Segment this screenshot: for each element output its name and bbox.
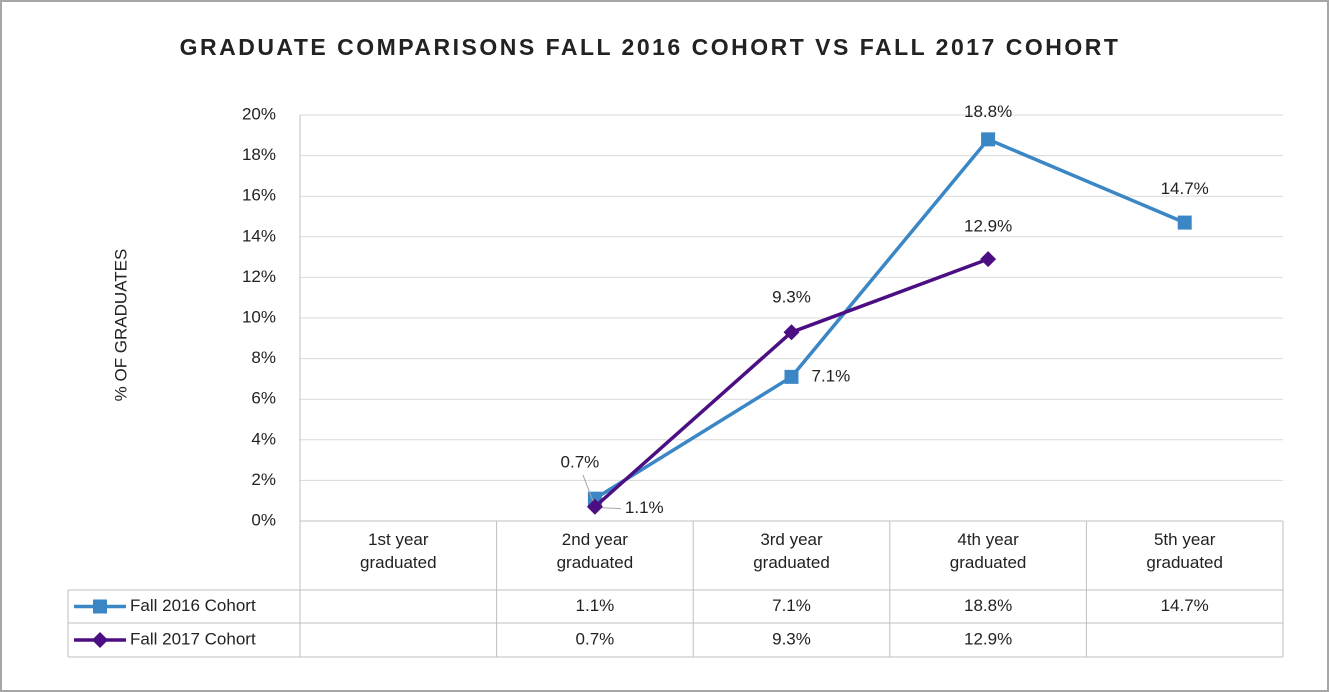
x-tick-label: 5th year graduated <box>1146 530 1223 572</box>
y-tick-label: 18% <box>242 145 276 164</box>
table-cell: 12.9% <box>964 629 1012 648</box>
y-tick-label: 8% <box>251 348 276 367</box>
data-label: 12.9% <box>964 217 1012 236</box>
data-label: 7.1% <box>812 366 851 385</box>
marker <box>1177 215 1192 230</box>
data-label: 18.8% <box>964 102 1012 121</box>
legend-label: Fall 2016 Cohort <box>130 596 256 615</box>
y-tick-label: 6% <box>251 389 276 408</box>
legend-label: Fall 2017 Cohort <box>130 629 256 648</box>
marker <box>784 369 799 384</box>
y-tick-label: 12% <box>242 267 276 286</box>
table-cell: 18.8% <box>964 596 1012 615</box>
y-axis-label: % OF GRADUATES <box>111 249 130 402</box>
x-tick-label: 2nd year graduated <box>556 530 634 572</box>
table-cell: 14.7% <box>1161 596 1209 615</box>
x-tick-label: 3rd year graduated <box>753 530 830 572</box>
series-line <box>593 137 1186 501</box>
marker <box>93 599 107 614</box>
data-label: 9.3% <box>772 288 811 307</box>
y-tick-label: 16% <box>242 186 276 205</box>
chart-title: GRADUATE COMPARISONS FALL 2016 COHORT VS… <box>179 34 1121 60</box>
marker <box>981 132 996 147</box>
table-cell: 9.3% <box>772 629 811 648</box>
x-tick-label: 4th year graduated <box>949 530 1027 572</box>
marker <box>586 498 603 515</box>
leader-line <box>582 474 594 501</box>
y-tick-label: 2% <box>251 470 276 489</box>
y-tick-label: 0% <box>251 510 276 529</box>
data-label: 0.7% <box>561 452 600 471</box>
y-tick-label: 10% <box>242 307 276 326</box>
table-cell: 0.7% <box>576 629 615 648</box>
table-cell: 1.1% <box>576 596 615 615</box>
leader-line <box>600 507 621 510</box>
y-tick-label: 14% <box>242 226 276 245</box>
marker <box>980 251 997 268</box>
marker <box>92 632 108 648</box>
marker <box>783 324 800 341</box>
y-tick-label: 4% <box>251 429 276 448</box>
x-tick-label: 1st year graduated <box>360 530 437 572</box>
table-cell: 7.1% <box>772 596 811 615</box>
data-label: 14.7% <box>1161 179 1209 198</box>
data-label: 1.1% <box>625 498 664 517</box>
y-tick-label: 20% <box>242 104 276 123</box>
